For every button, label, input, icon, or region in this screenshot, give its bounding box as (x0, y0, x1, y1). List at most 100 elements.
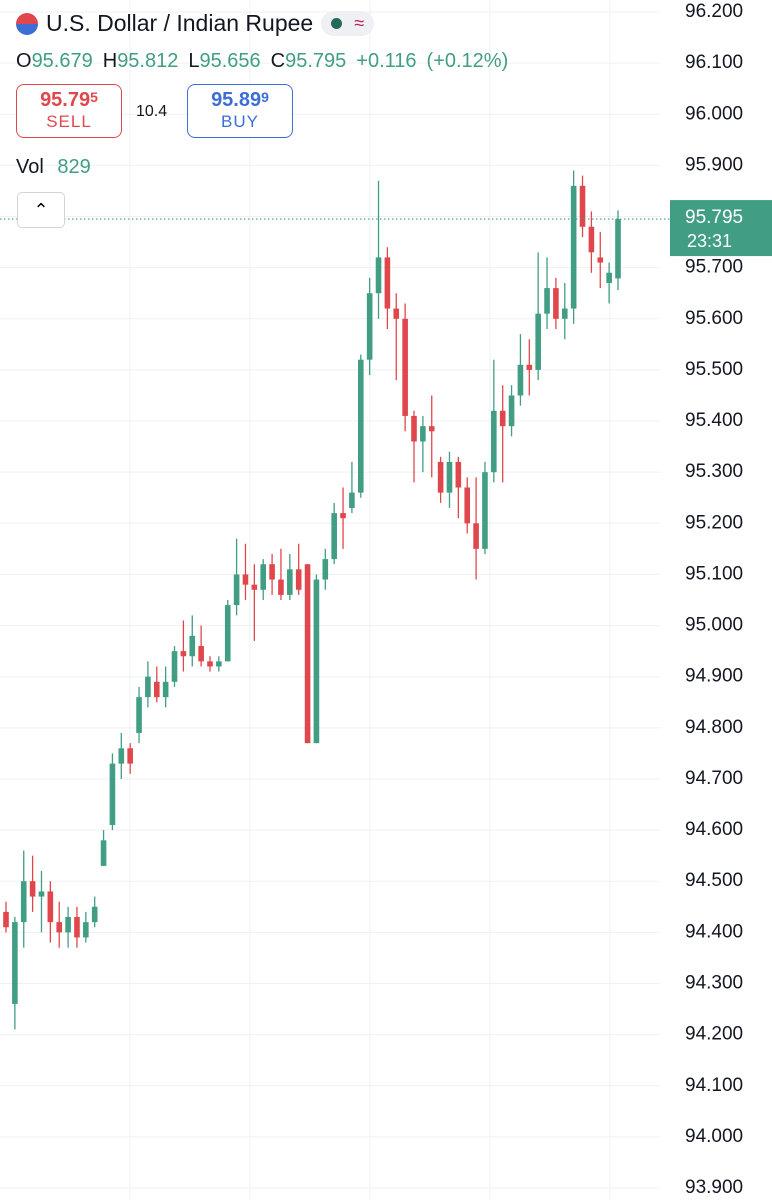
sell-pip: 5 (90, 89, 98, 105)
market-dot (331, 18, 343, 29)
candle (233, 538, 240, 616)
candle-body (535, 313, 541, 370)
candle (570, 170, 577, 324)
y-tick-label: 95.600 (685, 308, 743, 329)
candle-body (473, 523, 479, 549)
y-tick-label: 94.300 (685, 972, 743, 993)
candle (216, 656, 222, 672)
candle-body (375, 257, 382, 294)
candle-body (180, 651, 187, 657)
y-tick-label: 96.000 (685, 103, 743, 124)
candle-body (153, 681, 160, 698)
candle-body (83, 922, 89, 938)
candle-body (295, 569, 302, 590)
candle-body (464, 487, 471, 524)
buy-price: 95.89 (211, 89, 262, 111)
ohlc-value: 95.795 (285, 50, 347, 72)
candle (428, 395, 435, 478)
candle (278, 548, 284, 600)
candle (65, 906, 71, 948)
candle-body (162, 681, 169, 698)
candle (455, 456, 462, 519)
candle-body (127, 748, 133, 764)
candle (499, 385, 506, 483)
candle (606, 262, 612, 304)
candle-body (331, 513, 337, 560)
candle (464, 477, 471, 534)
y-tick-label: 94.000 (685, 1126, 743, 1147)
sell-button[interactable]: 95.795 SELL (16, 84, 122, 138)
candle (553, 277, 559, 330)
candle-body (420, 426, 426, 442)
candle-body (491, 410, 497, 473)
candle-body (384, 257, 391, 309)
candle (12, 917, 18, 1030)
last-price-label: 95.795 (685, 207, 743, 228)
candle-body (287, 569, 293, 595)
candle-body (207, 661, 213, 667)
candle-body (100, 840, 107, 866)
buy-button[interactable]: 95.899 BUY (187, 84, 293, 138)
candle (402, 303, 408, 432)
candle (322, 548, 329, 590)
candle (127, 743, 133, 774)
candle-body (615, 219, 621, 279)
candle-body (579, 185, 586, 227)
candle (118, 732, 125, 779)
y-tick-label: 95.400 (685, 410, 743, 431)
candle-body (340, 513, 346, 519)
candle-body (38, 891, 45, 897)
candle (384, 247, 391, 330)
volume-row: Vol 829 (16, 156, 91, 179)
candle-body (508, 395, 515, 427)
candle-body (553, 288, 559, 319)
candle (180, 620, 187, 672)
candle (109, 753, 116, 831)
sell-price: 95.79 (40, 89, 91, 111)
candle (535, 252, 541, 381)
candle-body (251, 584, 258, 590)
y-tick-label: 95.500 (685, 359, 743, 380)
badge-icon: ≈ (354, 13, 365, 33)
candle-body (357, 359, 364, 493)
candle-body (216, 661, 222, 667)
candle-body (428, 426, 435, 432)
candle (145, 661, 151, 708)
ohlc-row: O95.679 H95.812 L95.656 C95.795 +0.116 (+0.12… (16, 50, 518, 73)
candle (100, 830, 107, 866)
candle (357, 354, 364, 498)
candle (260, 559, 267, 600)
flag (16, 12, 38, 35)
candle (83, 911, 89, 943)
candle-body (482, 472, 488, 549)
candle (162, 666, 169, 708)
candle (198, 625, 204, 667)
y-tick-label: 95.100 (685, 563, 743, 584)
y-tick-label: 94.200 (685, 1024, 743, 1045)
y-tick-label: 95.300 (685, 461, 743, 482)
y-tick-label: 95.700 (685, 257, 743, 278)
candle-body (91, 906, 98, 923)
y-tick-label: 93.900 (685, 1177, 743, 1198)
last-price-box (670, 200, 772, 257)
candle-body (402, 318, 408, 416)
candle (56, 901, 63, 948)
candle (136, 686, 142, 744)
ohlc-value: 95.656 (199, 50, 261, 72)
candle-body (570, 185, 577, 309)
candle (561, 282, 568, 340)
last-price-time: 23:31 (687, 231, 732, 251)
volume-value: 829 (57, 156, 91, 178)
candle (207, 656, 213, 672)
candle-body (561, 308, 568, 319)
candle (340, 487, 346, 549)
ohlc-letter: C (270, 50, 286, 72)
y-tick-label: 96.200 (685, 1, 743, 22)
candle (91, 896, 98, 928)
collapse-button[interactable]: ⌃ (17, 192, 65, 228)
candle-body (366, 293, 373, 360)
candle-body (517, 364, 524, 396)
candle (491, 359, 497, 483)
candle (313, 574, 320, 744)
ohlc-letter: O (16, 50, 32, 72)
